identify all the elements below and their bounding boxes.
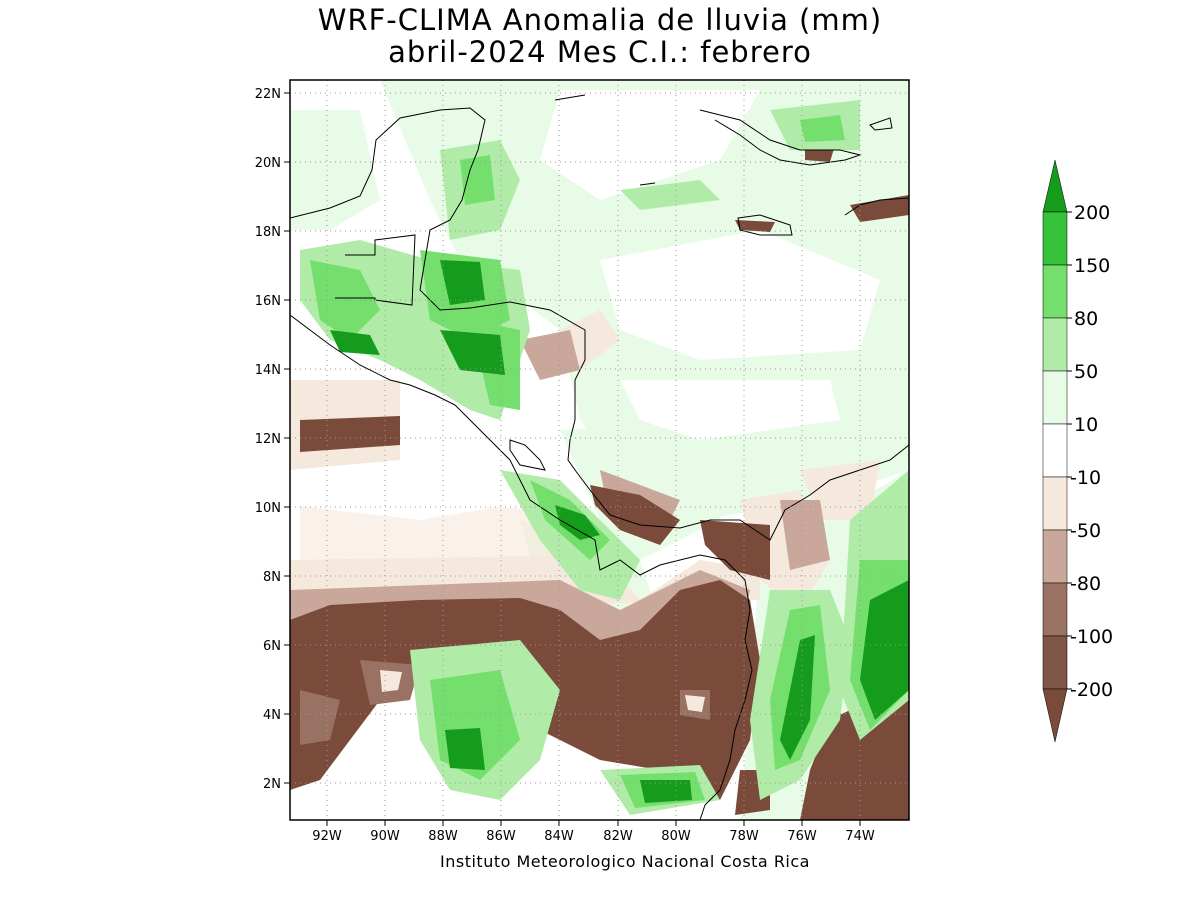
- lon-label-92w: 92W: [312, 829, 342, 844]
- colorbar-box-minus100-minus80: [1042, 582, 1068, 637]
- lat-label-10n: 10N: [255, 501, 281, 516]
- lat-label-2n: 2N: [263, 777, 281, 792]
- colorbar-label-200: 200: [1074, 202, 1110, 224]
- map-frame: [289, 79, 910, 821]
- lat-label-14n: 14N: [255, 363, 281, 378]
- lon-axis: [326, 820, 861, 826]
- lat-label-12n: 12N: [255, 432, 281, 447]
- coastlines: [290, 94, 909, 820]
- lon-label-84w: 84W: [544, 829, 574, 844]
- lat-tick-labels: 2N 4N 6N 8N 10N 12N 14N 16N 18N 20N 22N: [255, 87, 281, 792]
- colorbar-label-50: 50: [1074, 361, 1098, 383]
- colorbar-box-80-150: [1042, 264, 1068, 319]
- colorbar-label-80: 80: [1074, 308, 1098, 330]
- colorbar-box-150-200: [1042, 211, 1068, 266]
- map-title-line-1: WRF-CLIMA Anomalia de lluvia (mm): [317, 3, 883, 37]
- lon-label-76w: 76W: [787, 829, 817, 844]
- colorbar-top-arrow: [1042, 159, 1068, 213]
- lon-label-90w: 90W: [370, 829, 400, 844]
- colorbar-label-minus200: -200: [1070, 679, 1113, 701]
- colorbar-label-minus100: -100: [1070, 626, 1113, 648]
- colorbar-label-minus80: -80: [1070, 573, 1101, 595]
- colorbar-bottom-arrow: [1042, 688, 1068, 743]
- lat-label-20n: 20N: [255, 156, 281, 171]
- near-normal-areas: [290, 90, 880, 520]
- lat-label-6n: 6N: [263, 639, 281, 654]
- colorbar-label-10: 10: [1074, 414, 1098, 436]
- colorbar-box-10-50: [1042, 370, 1068, 425]
- colorbar-box-minus50-minus10: [1042, 476, 1068, 531]
- lon-label-80w: 80W: [661, 829, 691, 844]
- colorbar-box-minus200-minus100: [1042, 635, 1068, 690]
- lon-label-74w: 74W: [845, 829, 875, 844]
- colorbar: 200 150 80 50 10 -10 -50 -80 -100 -200: [1042, 159, 1113, 743]
- anomaly-field: [290, 80, 909, 820]
- colorbar-box-minus80-minus50: [1042, 529, 1068, 584]
- lat-label-22n: 22N: [255, 87, 281, 102]
- lat-label-18n: 18N: [255, 225, 281, 240]
- strong-wet-areas: [330, 260, 909, 803]
- lon-label-88w: 88W: [428, 829, 458, 844]
- credit-text: Instituto Meteorologico Nacional Costa R…: [440, 852, 810, 871]
- colorbar-label-minus50: -50: [1070, 520, 1101, 542]
- lat-label-16n: 16N: [255, 294, 281, 309]
- lon-label-82w: 82W: [603, 829, 633, 844]
- colorbar-box-minus10-10: [1042, 423, 1068, 478]
- lon-tick-labels: 92W 90W 88W 86W 84W 82W 80W 78W 76W 74W: [312, 829, 875, 844]
- lat-axis: [284, 92, 290, 784]
- map-title-line-2: abril-2024 Mes C.I.: febrero: [388, 35, 812, 69]
- colorbar-box-50-80: [1042, 317, 1068, 372]
- lon-label-78w: 78W: [729, 829, 759, 844]
- colorbar-label-150: 150: [1074, 255, 1110, 277]
- lat-label-8n: 8N: [263, 570, 281, 585]
- lat-label-4n: 4N: [263, 708, 281, 723]
- grid-lines: [290, 80, 909, 820]
- colorbar-label-minus10: -10: [1070, 467, 1101, 489]
- lon-label-86w: 86W: [486, 829, 516, 844]
